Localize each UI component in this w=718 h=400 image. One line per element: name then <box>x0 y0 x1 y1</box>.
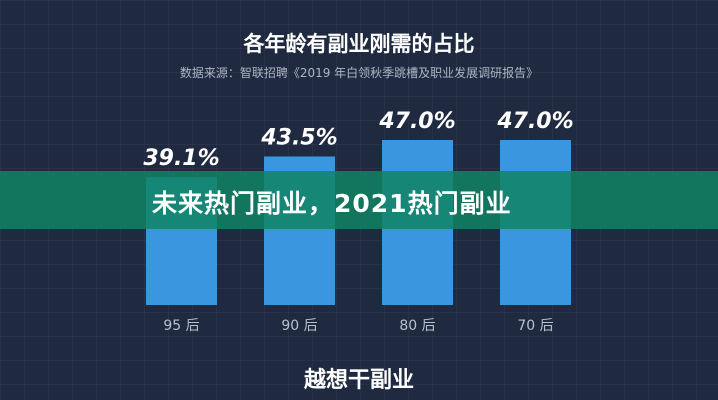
x-tick-label-3: 70 后 <box>517 318 553 334</box>
chart-subtitle: 数据来源：智联招聘《2019 年白领秋季跳槽及职业发展调研报告》 <box>179 66 539 80</box>
x-axis-label: 越想干副业 <box>303 368 414 393</box>
x-tick-label-1: 90 后 <box>281 318 317 334</box>
overlay-banner: 未来热门副业，2021热门副业 <box>0 171 718 229</box>
chart-title: 各年龄有副业刚需的占比 <box>243 32 475 56</box>
data-label-2: 47.0% <box>378 109 455 134</box>
data-label-3: 47.0% <box>496 109 573 134</box>
data-label-1: 43.5% <box>260 125 337 150</box>
banner-text: 未来热门副业，2021热门副业 <box>152 189 512 218</box>
data-label-0: 39.1% <box>143 146 219 171</box>
x-tick-label-0: 95 后 <box>163 318 199 334</box>
x-tick-label-2: 80 后 <box>399 318 435 334</box>
